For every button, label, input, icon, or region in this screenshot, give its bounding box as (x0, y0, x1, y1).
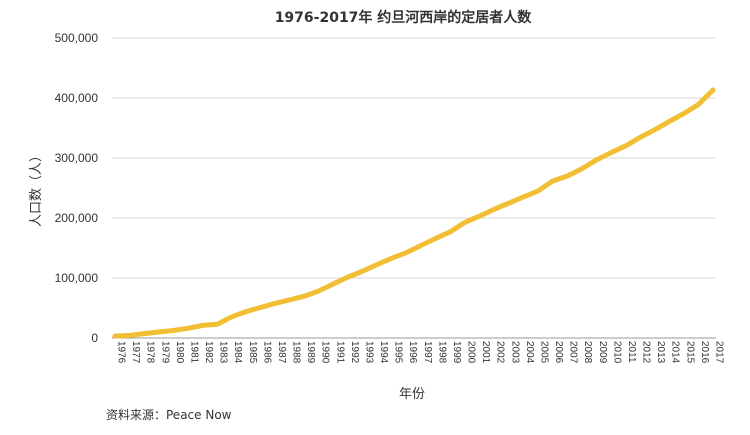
y-axis-label: 人口数（人） (29, 149, 44, 227)
y-tick-labels: 0 100,000 200,000 300,000 400,000 500,000 (55, 31, 99, 345)
y-tick-label: 300,000 (55, 151, 99, 165)
x-tick-label: 2001 (480, 341, 491, 364)
x-tick-label: 2013 (655, 341, 666, 364)
x-tick-label: 1995 (393, 341, 404, 364)
x-tick-label: 2011 (626, 341, 637, 363)
x-tick-label: 1987 (276, 341, 287, 364)
x-tick-label: 1986 (261, 341, 272, 364)
source-note: 资料来源：Peace Now (106, 408, 232, 422)
x-tick-label: 1976 (116, 341, 127, 364)
x-tick-label: 1978 (145, 341, 156, 364)
x-tick-label: 2017 (714, 341, 725, 364)
x-tick-label: 2007 (568, 341, 579, 364)
x-tick-label: 1999 (451, 341, 462, 364)
x-tick-label: 1983 (218, 341, 229, 364)
x-tick-label: 1992 (349, 341, 360, 364)
x-tick-label: 2005 (538, 341, 549, 364)
x-tick-label: 1998 (436, 341, 447, 364)
y-tick-label: 0 (91, 331, 98, 345)
x-tick-labels: 1976 1977 1978 1979 1980 1981 1982 1983 1984 1985… (116, 341, 725, 364)
x-tick-label: 1996 (407, 341, 418, 364)
x-tick-label: 1989 (305, 341, 316, 364)
x-tick-label: 1997 (422, 341, 433, 364)
x-tick-label: 1977 (130, 341, 141, 364)
x-tick-label: 1981 (188, 341, 199, 364)
x-tick-label: 1994 (378, 341, 389, 364)
x-tick-label: 2003 (509, 341, 520, 364)
x-tick-label: 2014 (670, 341, 681, 364)
x-tick-label: 1984 (232, 341, 243, 364)
x-tick-label: 1979 (159, 341, 170, 364)
x-tick-label: 1988 (291, 341, 302, 364)
x-tick-label: 1982 (203, 341, 214, 364)
x-axis-label: 年份 (399, 387, 425, 402)
gridlines (112, 37, 716, 339)
x-tick-label: 2012 (641, 341, 652, 364)
chart-title: 1976-2017年 约旦河西岸的定居者人数 (275, 9, 533, 26)
y-tick-label: 100,000 (55, 271, 99, 285)
x-tick-label: 2000 (466, 341, 477, 364)
x-tick-label: 2002 (495, 341, 506, 364)
x-tick-label: 1980 (174, 341, 185, 364)
x-tick-label: 2016 (699, 341, 710, 364)
x-tick-label: 2008 (582, 341, 593, 364)
x-tick-label: 1993 (363, 341, 374, 364)
x-tick-label: 1990 (320, 341, 331, 364)
x-tick-label: 2010 (611, 341, 622, 364)
x-tick-label: 2006 (553, 341, 564, 364)
x-tick-label: 2009 (597, 341, 608, 364)
x-tick-label: 1985 (247, 341, 258, 364)
y-tick-label: 400,000 (55, 91, 99, 105)
x-tick-label: 1991 (334, 341, 345, 364)
x-tick-label: 2015 (684, 341, 695, 364)
series-line (112, 87, 716, 339)
x-tick-label: 2004 (524, 341, 535, 364)
y-tick-label: 500,000 (55, 31, 99, 45)
y-tick-label: 200,000 (55, 211, 99, 225)
